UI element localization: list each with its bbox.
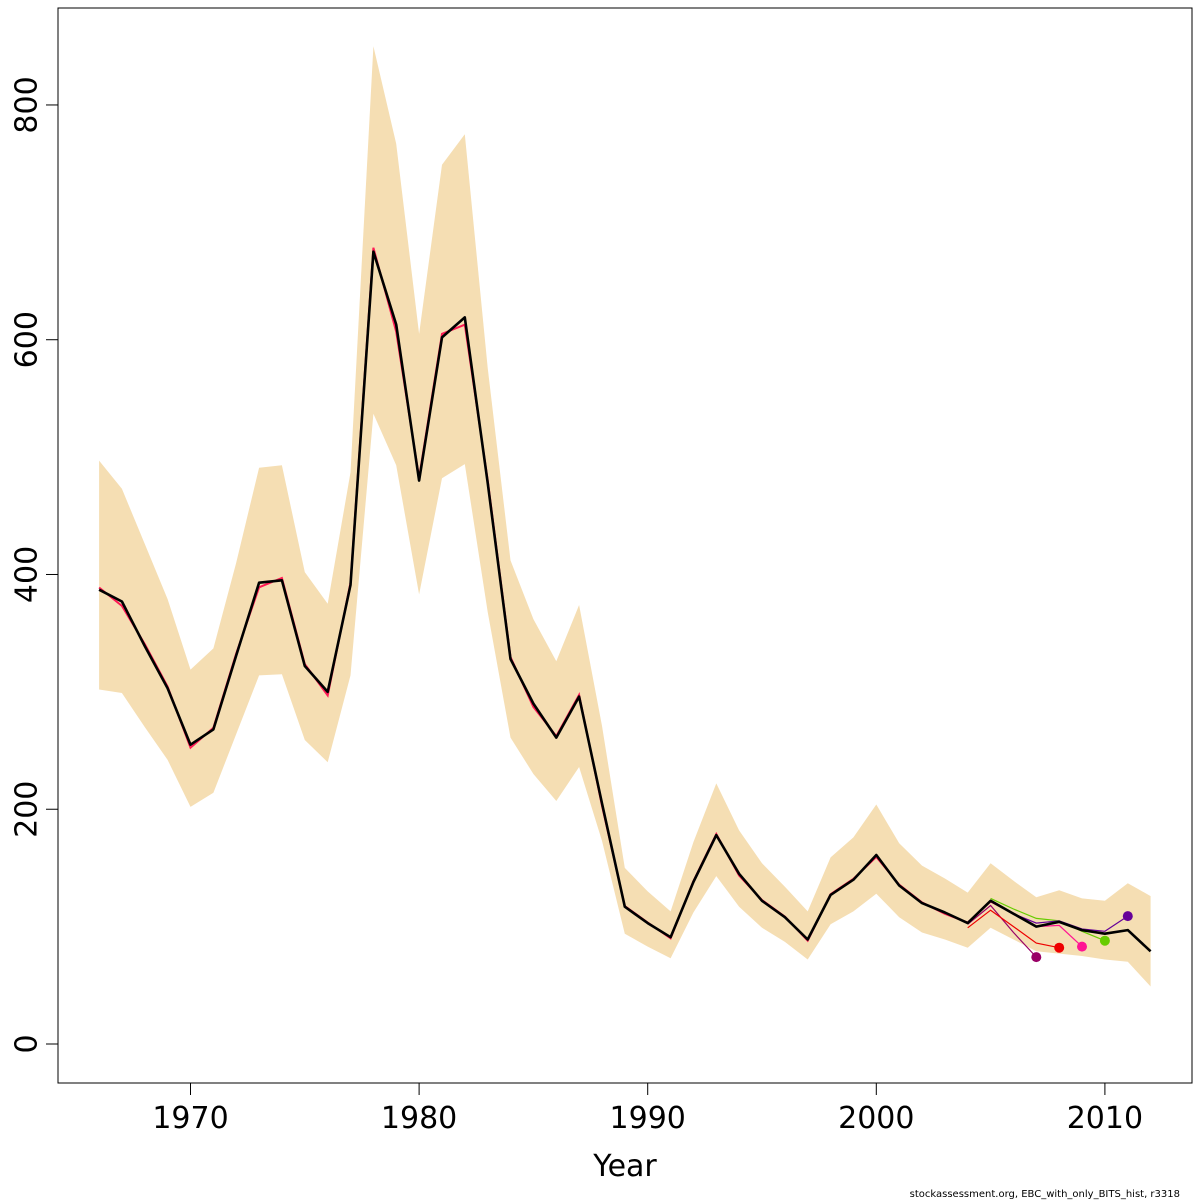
x-axis: 1970 1980 1990 2000 2010 [152,1083,1143,1136]
x-tick-label: 1980 [381,1101,457,1136]
x-tick-label: 2010 [1067,1101,1143,1136]
confidence-band [99,46,1151,987]
retrospective-endpoint-1 [1031,952,1042,963]
x-tick-label: 2000 [838,1101,914,1136]
final-estimate-layer [98,250,1152,953]
y-axis: 0 200 400 600 800 [10,76,58,1054]
y-tick-label: 400 [10,546,45,603]
x-tick-label: 1990 [610,1101,686,1136]
retrospective-endpoint-3 [1077,941,1087,952]
y-tick-label: 600 [10,311,45,368]
footer-note: stockassessment.org, EBC_with_only_BITS_… [910,1189,1180,1200]
retrospective-endpoint-5 [1122,911,1133,922]
retrospective-endpoint-2 [1054,942,1065,953]
confidence-band-layer [99,46,1151,987]
plot-frame [57,7,1193,1084]
retrospective-line-2 [967,909,1060,949]
y-tick-label: 0 [10,1034,45,1053]
y-tick-label: 200 [10,781,45,838]
retrospective-endpoint-4 [1099,935,1110,946]
y-tick-label: 800 [10,76,45,133]
retrospective-line-4 [990,897,1106,942]
final-estimate-line [98,250,1152,953]
x-tick-label: 1970 [152,1101,228,1136]
x-axis-title: Year [592,1149,657,1184]
terminal-points-layer [1031,911,1133,963]
